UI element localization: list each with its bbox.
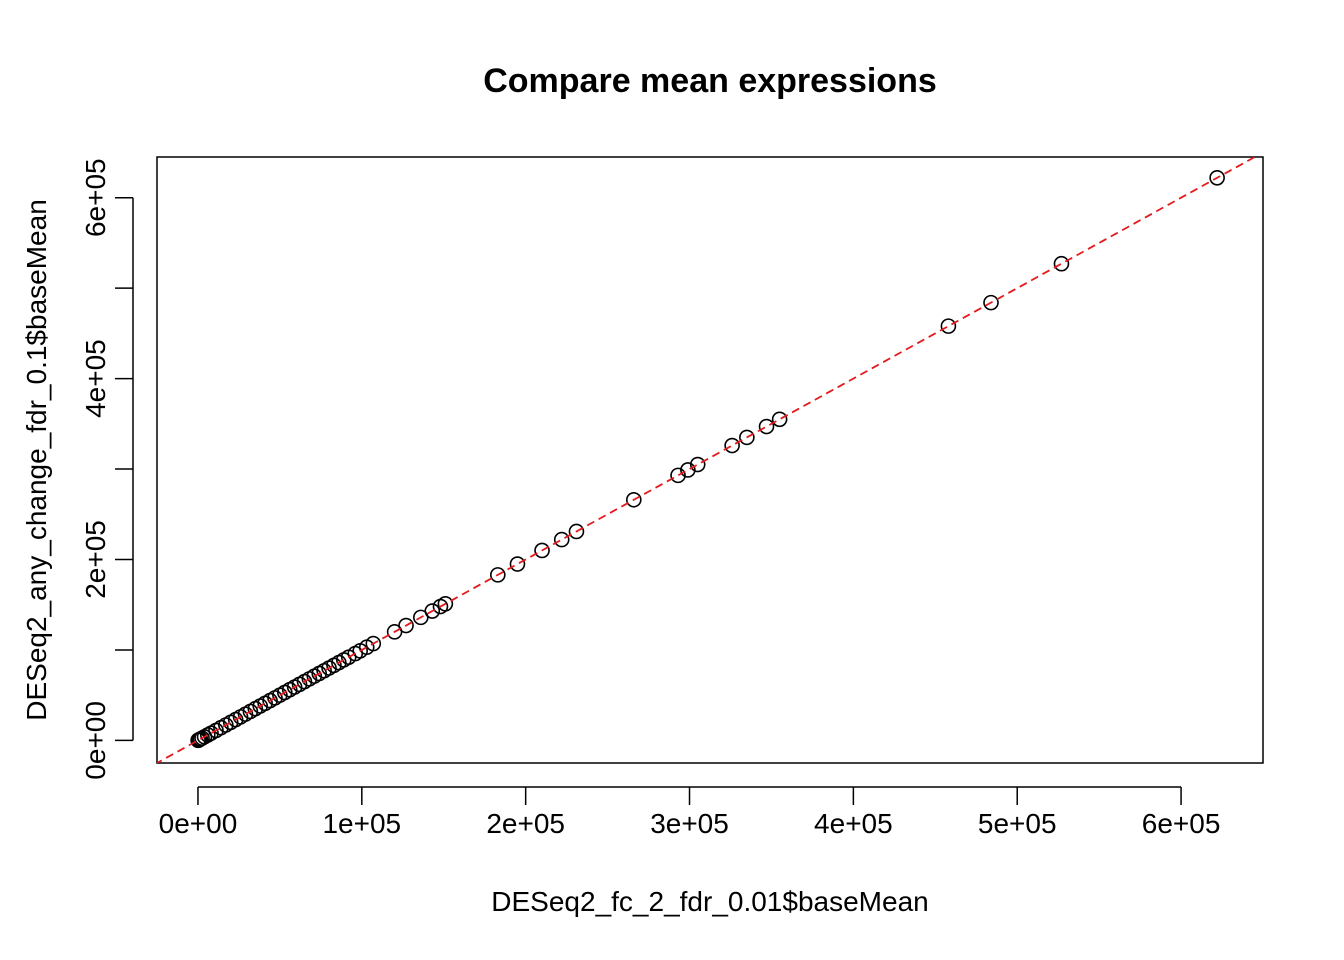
data-point <box>739 429 755 446</box>
y-tick-label: 2e+05 <box>80 520 111 599</box>
x-axis: 0e+00 1e+05 2e+05 3e+05 4e+05 5e+05 6e+05 <box>159 786 1221 839</box>
x-tick-label: 0e+00 <box>159 808 238 839</box>
x-tick-label: 3e+05 <box>650 808 729 839</box>
data-point <box>940 318 957 334</box>
data-point <box>724 437 740 454</box>
data-point <box>758 418 775 435</box>
x-axis-label: DESeq2_fc_2_fdr_0.01$baseMean <box>491 886 928 917</box>
data-point <box>771 411 788 428</box>
x-tick-label: 1e+05 <box>322 808 401 839</box>
y-axis-label: DESeq2_any_change_fdr_0.1$baseMean <box>21 199 52 721</box>
x-tick-label: 2e+05 <box>486 808 565 839</box>
data-point <box>534 542 550 559</box>
data-point <box>568 523 585 540</box>
data-point <box>626 491 642 508</box>
data-point <box>190 732 206 749</box>
chart-title: Compare mean expressions <box>483 62 937 100</box>
data-point <box>413 609 429 626</box>
data-point <box>490 567 506 583</box>
x-tick-label: 6e+05 <box>1142 808 1221 839</box>
data-point <box>1209 170 1225 186</box>
x-tick-label: 4e+05 <box>814 808 893 839</box>
data-point <box>553 531 570 548</box>
y-tick-label: 4e+05 <box>80 339 111 418</box>
data-point <box>386 624 403 640</box>
data-point <box>983 294 999 311</box>
data-point <box>689 456 706 473</box>
plot-frame <box>156 156 1264 764</box>
data-point <box>1053 255 1070 272</box>
y-tick-label: 0e+00 <box>80 701 111 780</box>
data-point <box>670 467 686 484</box>
data-point <box>680 462 696 478</box>
reference-line <box>157 157 1257 763</box>
y-axis: 0e+00 2e+05 4e+05 6e+05 <box>80 158 134 780</box>
y-tick-label: 6e+05 <box>80 158 111 237</box>
x-tick-label: 5e+05 <box>978 808 1057 839</box>
data-point <box>432 598 449 615</box>
data-point <box>509 556 526 572</box>
data-points <box>190 170 1225 749</box>
